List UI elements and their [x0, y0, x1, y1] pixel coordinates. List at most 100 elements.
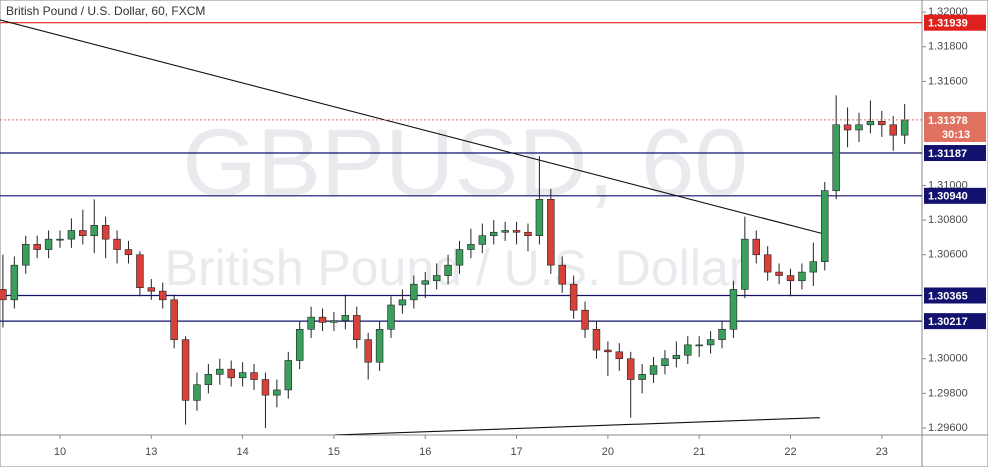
y-tick-label: 1.30000 — [928, 353, 968, 365]
watermark-name: British Pound / U.S. Dollar — [165, 240, 746, 296]
x-tick-label: 13 — [145, 446, 157, 458]
candle-body — [387, 304, 395, 330]
candle-body — [318, 316, 327, 323]
candle-body — [250, 372, 258, 380]
candle-body — [878, 121, 886, 126]
candle-body — [193, 384, 201, 401]
candle-body — [512, 230, 521, 233]
candle-body — [581, 309, 589, 330]
candle-body — [124, 249, 133, 256]
candle-body — [695, 344, 703, 347]
x-tick-label: 22 — [784, 446, 796, 458]
candle-body — [79, 230, 87, 236]
candle-body — [398, 299, 407, 306]
chart-title: British Pound / U.S. Dollar, 60, FXCM — [6, 4, 205, 18]
candle-body — [444, 264, 452, 276]
trendline — [334, 417, 820, 435]
candle-body — [44, 238, 53, 250]
candle-body — [843, 124, 852, 131]
candle-body — [10, 264, 19, 301]
level-label-box — [924, 187, 986, 204]
candle-body — [158, 290, 167, 301]
y-tick-label: 1.31600 — [928, 75, 968, 87]
candle-body — [649, 365, 658, 375]
y-tick-label: 1.29600 — [928, 422, 968, 434]
candle-body — [626, 358, 635, 380]
candle-body — [204, 374, 213, 386]
candle-body — [741, 238, 749, 290]
watermark: GBPUSD, 60 British Pound / U.S. Dollar — [165, 109, 748, 296]
candle-body — [615, 351, 624, 360]
candle-body — [478, 235, 487, 245]
candle-body — [490, 231, 498, 236]
countdown: 30:13 — [942, 129, 970, 141]
level-label: 1.31187 — [928, 148, 967, 160]
y-tick-label: 1.30600 — [928, 249, 968, 261]
x-tick-label: 23 — [876, 446, 888, 458]
level-label-box — [924, 145, 986, 162]
candle-body — [558, 264, 566, 285]
candle-body — [295, 328, 304, 361]
x-tick-label: 21 — [693, 446, 705, 458]
candle-body — [216, 368, 224, 375]
candle-body — [900, 119, 909, 136]
x-tick-label: 14 — [236, 446, 248, 458]
candle-body — [136, 254, 144, 288]
candle-body — [604, 349, 612, 353]
candle-body — [375, 328, 384, 363]
level-label-box — [924, 313, 986, 330]
x-tick-label: 15 — [328, 446, 340, 458]
x-tick-label: 10 — [54, 446, 66, 458]
candle-body — [0, 289, 7, 301]
candle-body — [547, 199, 555, 266]
candle-body — [592, 328, 601, 351]
candle-body — [341, 315, 350, 321]
candle-body — [569, 283, 578, 311]
candle-body — [763, 254, 772, 273]
candle-body — [535, 199, 544, 236]
x-tick-label: 20 — [602, 446, 614, 458]
candle-body — [672, 354, 681, 360]
candle-body — [330, 320, 338, 323]
candle-body — [101, 224, 110, 240]
candle-body — [524, 231, 532, 236]
candle-body — [307, 316, 315, 330]
candle-body — [170, 299, 178, 340]
candle-body — [706, 339, 715, 346]
candle-body — [855, 124, 863, 131]
y-tick-label: 1.29800 — [928, 387, 968, 399]
candle-body — [238, 372, 247, 379]
candle-body — [181, 339, 190, 401]
level-label: 1.30365 — [928, 290, 968, 302]
candle-body — [22, 244, 30, 266]
x-tick-label: 16 — [419, 446, 431, 458]
candle-body — [261, 379, 270, 396]
last-price-box — [924, 111, 986, 142]
candle-body — [284, 360, 293, 391]
candle-body — [455, 249, 464, 266]
candle-body — [729, 289, 738, 330]
candle-body — [147, 287, 156, 292]
candle-body — [90, 224, 98, 236]
trendline — [0, 19, 829, 236]
candle-body — [889, 124, 897, 136]
candle-body — [432, 275, 441, 282]
candle-body — [786, 275, 795, 282]
candle-body — [775, 271, 783, 276]
candle-body — [56, 238, 64, 241]
candle-body — [752, 238, 760, 256]
watermark-symbol: GBPUSD, 60 — [182, 109, 748, 216]
last-price-label: 1.31378 — [928, 115, 968, 127]
candle-body — [113, 238, 121, 250]
candle-body — [798, 271, 806, 282]
y-tick-label: 1.30800 — [928, 214, 968, 226]
level-label: 1.30940 — [928, 191, 968, 203]
candle-body — [410, 283, 418, 301]
candle-body — [809, 261, 818, 273]
candle-body — [353, 315, 361, 340]
candle-body — [684, 344, 692, 356]
y-tick-label: 1.32000 — [928, 6, 968, 18]
candle-body — [501, 230, 509, 233]
candle-body — [821, 190, 829, 262]
